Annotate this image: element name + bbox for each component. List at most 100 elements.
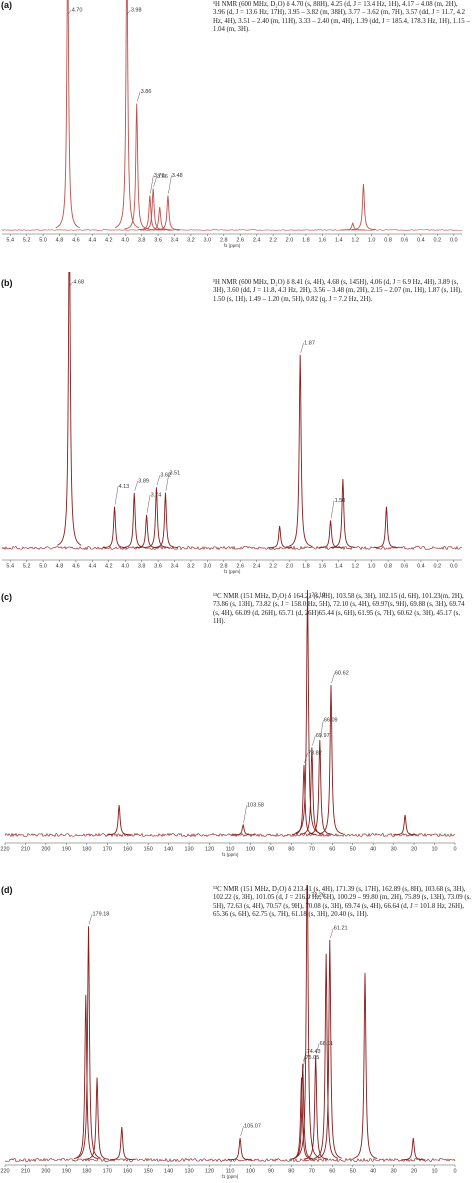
x-tick-label: 5.2 bbox=[23, 237, 31, 243]
x-tick-label: 0.6 bbox=[401, 237, 409, 243]
x-tick-label: 1.2 bbox=[351, 563, 359, 569]
plot-area bbox=[1, 272, 463, 551]
x-tick-label: 0.2 bbox=[434, 237, 442, 243]
x-tick-label: 0.8 bbox=[384, 563, 392, 569]
x-tick-label: 2.2 bbox=[269, 563, 277, 569]
x-tick-label: 2.0 bbox=[286, 237, 294, 243]
x-tick-label: 0.4 bbox=[417, 237, 425, 243]
nmr-data: ¹³C NMR (151 MHz, D₂O) δ 213.41 (s, 4H),… bbox=[213, 886, 471, 919]
peak bbox=[330, 478, 355, 548]
x-tick-label: 150 bbox=[144, 1168, 153, 1174]
plot-area bbox=[1, 0, 463, 231]
peak bbox=[124, 103, 149, 230]
x-tick-label: 2.0 bbox=[286, 563, 294, 569]
peak-label: 103.58 bbox=[247, 802, 264, 808]
peak-label: 3.89 bbox=[138, 478, 149, 484]
peak-label: 3.86 bbox=[141, 89, 152, 95]
x-tick-label: 210 bbox=[21, 846, 30, 852]
x-tick-label: 190 bbox=[62, 1168, 71, 1174]
peak bbox=[318, 520, 343, 549]
peak-leader bbox=[69, 281, 74, 287]
x-tick-label: 40 bbox=[370, 846, 376, 852]
x-tick-label: 1.4 bbox=[335, 237, 343, 243]
x-tick-label: 200 bbox=[41, 1168, 50, 1174]
peak-leader bbox=[134, 480, 138, 491]
x-tick-label: 4.4 bbox=[89, 563, 97, 569]
nmr-data: ¹H NMR (600 MHz, D₂O) δ 4.70 (s, 88H), 4… bbox=[213, 1, 470, 34]
x-tick-label: 130 bbox=[184, 1168, 193, 1174]
peak-leader bbox=[307, 894, 311, 900]
peak-label: 72.10 bbox=[312, 592, 326, 598]
peak-label: 74.43 bbox=[307, 1049, 321, 1055]
peak-label: 3.51 bbox=[169, 470, 180, 476]
peak bbox=[374, 506, 399, 549]
peak bbox=[228, 1137, 253, 1161]
x-tick-label: 180 bbox=[82, 846, 91, 852]
x-tick-label: 2.2 bbox=[269, 237, 277, 243]
peak-label: 60.62 bbox=[335, 670, 349, 676]
x-tick-label: 140 bbox=[164, 1168, 173, 1174]
x-tick-label: 0.6 bbox=[401, 563, 409, 569]
x-tick-label: 20 bbox=[411, 846, 417, 852]
x-tick-label: 110 bbox=[226, 846, 235, 852]
x-tick-label: 4.0 bbox=[121, 563, 129, 569]
x-tick-label: 0.0 bbox=[450, 563, 458, 569]
x-tick-label: 90 bbox=[268, 846, 274, 852]
peak-leader bbox=[165, 472, 170, 491]
peak bbox=[295, 885, 320, 1158]
x-tick-label: 80 bbox=[288, 1168, 294, 1174]
x-tick-label: 4.8 bbox=[56, 563, 64, 569]
peak-label: 1.87 bbox=[304, 340, 315, 346]
panel-label: (c) bbox=[1, 592, 12, 602]
x-tick-label: 70 bbox=[309, 1168, 315, 1174]
x-tick-label: 40 bbox=[370, 1168, 376, 1174]
peak-leader bbox=[320, 719, 324, 739]
panel-label: (b) bbox=[1, 278, 13, 288]
peak bbox=[73, 994, 98, 1160]
x-tick-label: 3.0 bbox=[204, 563, 212, 569]
peak bbox=[147, 206, 172, 231]
x-tick-label: 120 bbox=[205, 1168, 214, 1174]
peak bbox=[122, 492, 147, 548]
peak-leader bbox=[68, 9, 72, 15]
x-tick-label: 170 bbox=[103, 846, 112, 852]
x-tick-label: 100 bbox=[246, 846, 255, 852]
plot-area bbox=[4, 885, 456, 1163]
x-tick-label: 0 bbox=[453, 846, 456, 852]
x-tick-label: 0.8 bbox=[384, 237, 392, 243]
x-tick-label: 220 bbox=[0, 1168, 9, 1174]
peak bbox=[231, 823, 256, 836]
peak-label: 61.21 bbox=[334, 925, 348, 931]
peak bbox=[76, 926, 101, 1159]
x-tick-label: 1.4 bbox=[335, 563, 343, 569]
peak bbox=[340, 221, 365, 231]
peak-leader bbox=[137, 91, 141, 102]
x-tick-label: 1.0 bbox=[368, 563, 376, 569]
x-tick-label: 3.8 bbox=[138, 563, 146, 569]
x-tick-label: 100 bbox=[246, 1168, 255, 1174]
peak bbox=[317, 939, 342, 1159]
x-tick-label: 3.6 bbox=[154, 563, 162, 569]
peak-leader bbox=[301, 1057, 306, 1076]
peak-label: 4.70 bbox=[72, 7, 83, 13]
x-tick-label: 2.8 bbox=[220, 563, 228, 569]
peak-label: 3.66 bbox=[157, 174, 168, 180]
x-tick-label: 2.6 bbox=[236, 563, 244, 569]
x-tick-label: 5.0 bbox=[39, 237, 47, 243]
x-tick-label: 3.2 bbox=[187, 563, 195, 569]
peak-leader bbox=[312, 735, 316, 746]
peak-label: 3.70 bbox=[154, 173, 165, 179]
x-tick-label: 3.4 bbox=[171, 237, 179, 243]
peak-leader bbox=[88, 914, 93, 925]
x-tick-label: 220 bbox=[0, 846, 9, 852]
peak-label: 4.13 bbox=[119, 484, 130, 490]
x-tick-label: 2.8 bbox=[220, 237, 228, 243]
x-tick-label: 160 bbox=[123, 1168, 132, 1174]
x-tick-label: 5.0 bbox=[39, 563, 47, 569]
x-axis-label: f1 (ppm) bbox=[222, 1174, 239, 1179]
x-tick-label: 120 bbox=[205, 846, 214, 852]
x-tick-label: 4.4 bbox=[89, 237, 97, 243]
peak-leader bbox=[330, 927, 334, 939]
peak bbox=[84, 1077, 110, 1160]
